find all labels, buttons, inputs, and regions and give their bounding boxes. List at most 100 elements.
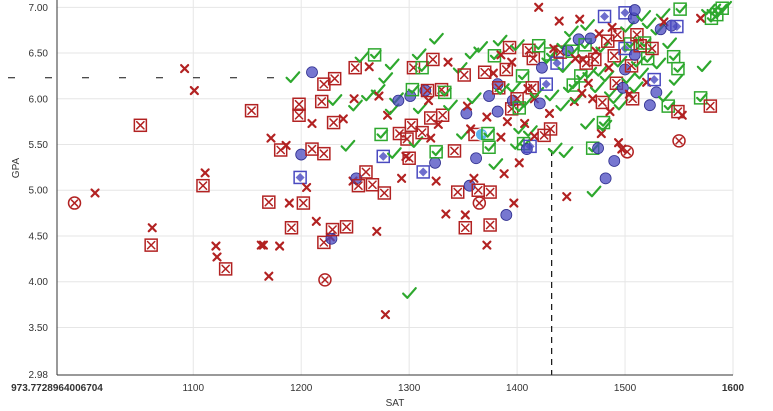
data-point-rejected-boxed: [447, 144, 462, 158]
data-point-accepted: [580, 117, 595, 130]
data-point-rejected: [583, 78, 593, 88]
data-point-rejected: [443, 57, 453, 67]
data-point-accepted: [580, 19, 595, 31]
data-point-rejected: [642, 77, 652, 87]
data-point-rejected-circled: [67, 196, 82, 210]
data-point-accepted-boxed: [693, 91, 708, 105]
data-point-rejected-boxed: [292, 108, 306, 122]
data-point-waitlisted: [306, 66, 318, 79]
data-point-rejected: [374, 91, 384, 101]
data-point-accepted: [641, 17, 657, 30]
data-point-waitlisted-boxed: [293, 170, 307, 185]
x-tick-label: 1300: [398, 383, 421, 394]
data-point-rejected: [488, 68, 498, 78]
data-point-accepted: [608, 92, 624, 105]
x-axis-title: SAT: [386, 398, 405, 409]
y-tick-label: 3.50: [29, 323, 49, 334]
data-point-rejected-circled: [620, 145, 634, 159]
data-point-rejected-boxed: [400, 132, 414, 146]
data-point-accepted: [547, 142, 563, 155]
data-point-rejected: [496, 132, 506, 142]
data-point-waitlisted: [429, 156, 441, 169]
tick-labels: 973.7728964006704 2.98 1100 1200 1300 1400 1…: [11, 3, 744, 394]
data-point-rejected-boxed: [543, 122, 558, 136]
data-point-rejected: [677, 110, 687, 120]
data-point-accepted: [668, 73, 684, 86]
data-point-rejected-boxed: [499, 62, 514, 77]
x-tick-label: 1500: [614, 383, 637, 394]
data-point-rejected-boxed: [296, 196, 311, 210]
data-point-rejected: [200, 168, 210, 178]
data-point-rejected-boxed: [526, 51, 541, 66]
data-point-accepted: [636, 9, 652, 22]
data-point-rejected: [575, 14, 585, 24]
data-point-rejected-boxed: [314, 94, 329, 109]
y-tick-label: 7.00: [29, 3, 49, 14]
data-point-rejected: [211, 241, 221, 251]
data-point-rejected: [577, 88, 587, 98]
data-point-waitlisted-boxed: [416, 165, 430, 179]
data-point-accepted: [522, 125, 538, 138]
data-point-accepted: [464, 47, 480, 60]
data-point-waitlisted-boxed: [376, 149, 390, 164]
data-point-waitlisted: [650, 86, 663, 99]
data-point-accepted-boxed: [415, 60, 430, 75]
data-point-rejected-boxed: [483, 218, 497, 232]
data-point-waitlisted: [392, 94, 405, 107]
data-point-rejected-boxed: [244, 103, 259, 118]
data-point-rejected-boxed: [365, 178, 380, 192]
data-point-rejected: [604, 63, 614, 73]
data-point-accepted-boxed: [666, 49, 681, 64]
data-point-accepted: [384, 58, 400, 71]
data-point-accepted: [696, 60, 712, 73]
data-point-waitlisted: [608, 155, 621, 167]
data-point-rejected-boxed: [196, 178, 210, 193]
data-point-rejected: [338, 114, 348, 124]
x-tick-label: 1400: [506, 383, 529, 394]
data-point-rejected-boxed: [450, 185, 465, 199]
data-point-accepted-boxed: [671, 61, 685, 76]
data-point-waitlisted: [599, 172, 612, 185]
data-point-rejected: [460, 210, 470, 220]
data-point-rejected: [441, 209, 451, 219]
data-point-rejected-boxed: [327, 71, 342, 86]
axes: [56, 0, 733, 376]
data-point-accepted-boxed: [640, 51, 655, 66]
data-point-accepted: [662, 37, 678, 50]
data-point-waitlisted: [536, 61, 548, 74]
data-point-accepted: [593, 64, 608, 77]
data-point-waitlisted: [295, 148, 308, 161]
data-point-accepted: [612, 55, 628, 68]
data-point-rejected: [396, 173, 407, 183]
data-point-rejected: [509, 198, 519, 208]
data-point-waitlisted: [628, 4, 641, 16]
data-point-accepted: [628, 81, 644, 94]
x-tick-label: 1100: [183, 383, 205, 394]
data-point-accepted: [492, 34, 508, 47]
data-point-accepted: [589, 81, 605, 94]
data-point-rejected-boxed: [339, 220, 354, 234]
data-point-rejected: [256, 240, 266, 250]
data-point-rejected: [281, 140, 291, 151]
data-point-waitlisted: [470, 152, 482, 165]
data-point-rejected: [189, 85, 199, 96]
data-point-accepted: [370, 84, 386, 96]
data-point-rejected: [423, 96, 434, 106]
y-axis-title: GPA: [11, 157, 22, 178]
data-point-accepted: [412, 102, 428, 115]
data-point-accepted: [556, 37, 572, 50]
data-point-accepted: [620, 20, 635, 33]
data-point-rejected: [275, 241, 285, 251]
data-point-accepted: [348, 99, 363, 112]
data-point-rejected: [562, 192, 572, 202]
data-point-rejected: [266, 133, 276, 143]
data-point-waitlisted: [500, 209, 513, 221]
data-point-accepted: [569, 92, 585, 105]
x-tick-label: 1600: [722, 383, 745, 394]
y-tick-label: 5.50: [29, 140, 49, 151]
data-point-rejected: [258, 240, 269, 250]
data-point-accepted: [473, 41, 489, 53]
data-point-accepted: [402, 287, 417, 299]
data-point-waitlisted: [491, 105, 504, 118]
data-point-accepted: [544, 89, 560, 102]
